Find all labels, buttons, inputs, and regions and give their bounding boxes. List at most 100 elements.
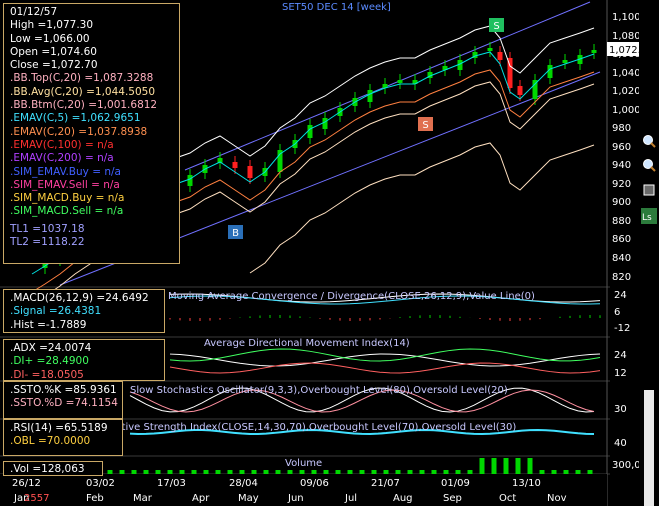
volume-bar <box>575 470 581 474</box>
di-plus-line <box>169 348 601 362</box>
adx-axis-tick: 24 <box>614 350 627 361</box>
candle-body <box>547 65 553 78</box>
volume-bar <box>167 470 173 474</box>
zoom-out-icon[interactable] <box>642 157 656 172</box>
date-tick: 01/09 <box>441 478 470 489</box>
month-tick: Jan <box>13 493 29 504</box>
month-tick: Aug <box>393 493 413 504</box>
month-tick: Jul <box>344 493 357 504</box>
ssto-d-line <box>129 389 595 413</box>
rsi-info-box: .RSI(14) =65.5189 .OBL =70.0000 <box>3 419 123 456</box>
month-tick: Apr <box>192 493 210 504</box>
candle-body <box>457 60 463 70</box>
macd-title: Moving Average Convergence / Divergence(… <box>168 291 535 302</box>
volume-bar <box>299 470 305 474</box>
macd-axis-tick: -12 <box>614 323 630 334</box>
info-close: Close =1,072.70 <box>10 59 98 72</box>
sell-signal-mid[interactable]: S <box>418 117 433 131</box>
price-tick: 980 <box>612 123 631 134</box>
candle-body <box>487 48 493 51</box>
candle-body <box>412 80 418 84</box>
month-tick: May <box>238 493 259 504</box>
pan-icon[interactable] <box>642 182 656 196</box>
info-sim-macd-sell: .SIM_MACD.Sell = n/a <box>10 205 124 218</box>
volume-bar <box>323 470 329 474</box>
month-tick: Feb <box>86 493 104 504</box>
side-toolbar: Ls β RA VA %P CP CF UF <box>639 0 659 506</box>
candle-body <box>187 175 193 186</box>
rsi-obl: .OBL =70.0000 <box>10 435 91 448</box>
candle-body <box>277 150 283 172</box>
date-tick: 26/12 <box>12 478 41 489</box>
info-tl2: TL2 =1118.22 <box>10 236 85 249</box>
sell-signal-top-label: S <box>493 21 499 32</box>
volume-bar <box>395 470 401 474</box>
zoom-in-icon[interactable] <box>642 133 656 148</box>
candle-body <box>397 80 403 83</box>
volume-bar <box>203 470 209 474</box>
macd-signal: .Signal =26.4381 <box>10 305 102 318</box>
volume-bar <box>347 470 353 474</box>
sell-signal-top[interactable]: S <box>489 18 504 32</box>
ssto-k-line <box>129 387 595 413</box>
price-tick: 900 <box>612 197 631 208</box>
volume-bar <box>407 470 413 474</box>
volume-bar <box>251 470 257 474</box>
volume-bar <box>527 458 533 474</box>
candle-body <box>232 162 238 168</box>
scroll-track[interactable] <box>644 390 654 506</box>
info-bb-avg: .BB.Avg(C,20) =1,044.5050 <box>10 85 156 98</box>
info-sim-emav-sell: .SIM_EMAV.Sell = n/a <box>10 178 120 191</box>
month-tick: Nov <box>547 493 567 504</box>
price-tick: 1,020 <box>612 86 641 97</box>
adx-axis-tick: 12 <box>614 368 627 379</box>
sell-signal-mid-label: S <box>422 120 428 131</box>
volume-title: Volume <box>285 458 322 469</box>
date-tick: 28/04 <box>229 478 258 489</box>
volume-bar <box>263 470 269 474</box>
date-tick: 13/10 <box>512 478 541 489</box>
volume-bar <box>455 470 461 474</box>
month-tick: Mar <box>133 493 153 504</box>
indicator-panels <box>107 293 601 474</box>
volume-bar <box>227 470 233 474</box>
volume-bar <box>539 470 545 474</box>
candle-body <box>442 66 448 70</box>
macd-value: .MACD(26,12,9) =24.6492 <box>10 292 149 304</box>
macd-signal-line <box>169 295 601 305</box>
info-emav20: .EMAV(C,20) =1,037.8938 <box>10 125 148 138</box>
info-sim-macd-buy: .SIM_MACD.Buy = n/a <box>10 192 125 205</box>
adx-value: .ADX =24.0074 <box>10 342 92 354</box>
ssto-k: .SSTO.%K =85.9361 <box>10 384 117 396</box>
price-tick: 820 <box>612 272 631 283</box>
candle-body <box>42 262 48 268</box>
buy-signal[interactable]: B <box>228 225 243 239</box>
candle-body <box>472 52 478 58</box>
candle-body <box>532 80 538 99</box>
candle-body <box>307 125 313 138</box>
macd-axis-tick: 24 <box>614 290 627 301</box>
volume-bar <box>587 470 593 474</box>
settings-icon[interactable]: Ls <box>641 208 657 224</box>
svg-text:Ls: Ls <box>642 213 652 223</box>
ssto-axis-tick: 30 <box>614 404 627 415</box>
price-tick: 960 <box>612 142 631 153</box>
info-open: Open =1,074.60 <box>10 45 97 58</box>
candle-body <box>217 158 223 163</box>
rsi-axis-tick: 40 <box>614 438 627 449</box>
long-ma-line <box>249 142 595 274</box>
volume-bar <box>443 470 449 474</box>
candle-body <box>591 50 597 53</box>
info-date: 01/12/57 <box>10 6 58 18</box>
volume-bar <box>215 470 221 474</box>
volume-bar <box>431 470 437 474</box>
adx-di-plus: .DI+ =28.4900 <box>10 355 89 368</box>
volume-bar <box>119 470 125 474</box>
adx-line <box>169 353 601 367</box>
info-tl1: TL1 =1037.18 <box>10 222 85 235</box>
ssto-title: Slow Stochastics Oscillator(9,3,3),Overb… <box>130 385 508 396</box>
candle-body <box>382 84 388 88</box>
volume-bar <box>491 458 497 474</box>
